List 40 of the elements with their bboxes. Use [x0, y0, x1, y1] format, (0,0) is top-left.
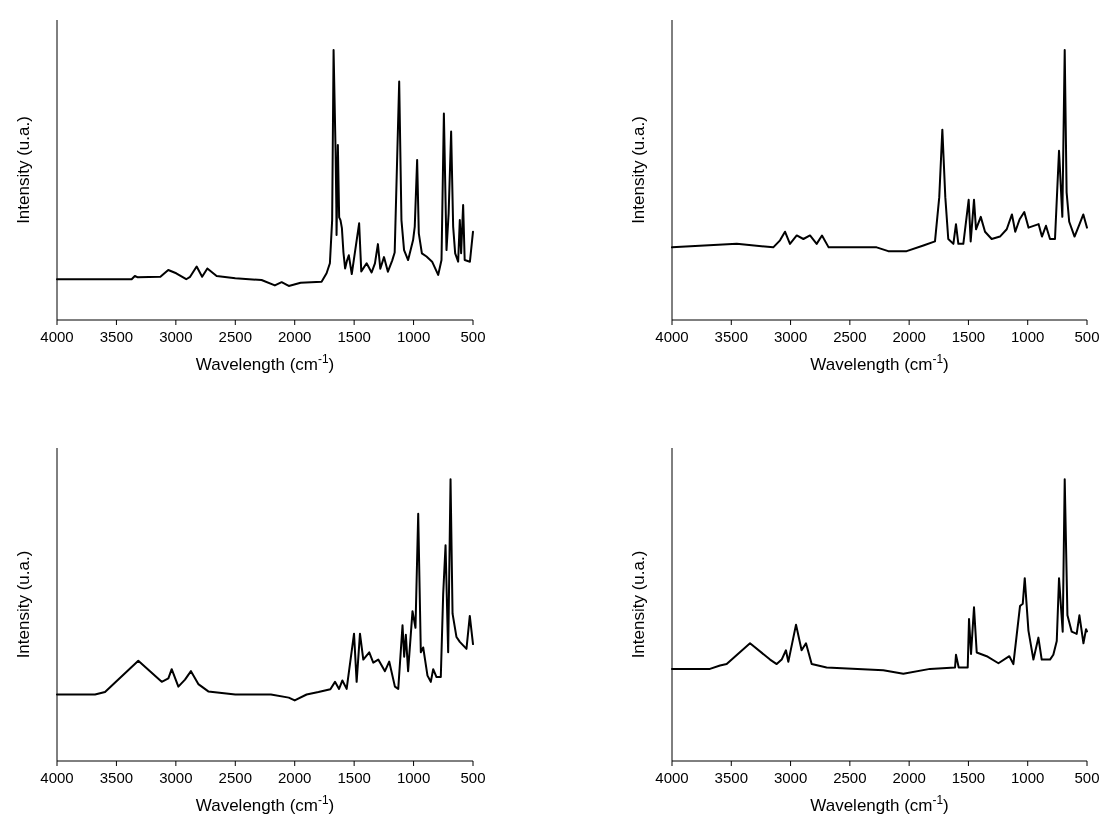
- x-tick-label: 3500: [99, 328, 134, 345]
- x-tick-label: 1500: [951, 328, 986, 345]
- x-axis-title: Wavelength (cm$^{-1}$): [810, 352, 949, 374]
- y-axis-title: Intensity (u.a.): [14, 116, 33, 224]
- x-tick-label: 1000: [396, 769, 431, 786]
- x-tick-label: 2000: [278, 328, 312, 345]
- x-tick-label: 1500: [951, 769, 986, 786]
- y-axis-title: Intensity (u.a.): [629, 116, 648, 224]
- x-tick-label: 3000: [773, 769, 808, 786]
- x-tick-label: 2500: [218, 769, 252, 786]
- x-tick-label: 1000: [1011, 769, 1045, 786]
- x-tick-label: 2000: [278, 769, 312, 786]
- x-tick-label: 500: [1074, 769, 1100, 786]
- x-tick-label: 4000: [40, 769, 74, 786]
- x-tick-label: 3000: [159, 328, 193, 345]
- x-tick-label: 500: [1074, 328, 1100, 345]
- x-axis-title: Wavelength (cm$^{-1}$): [195, 793, 335, 815]
- x-tick-label: 2000: [892, 769, 926, 786]
- y-axis-title: Intensity (u.a.): [629, 550, 648, 659]
- x-tick-label: 3500: [714, 769, 748, 786]
- x-tick-label: 1500: [337, 769, 371, 786]
- x-tick-label: 4000: [655, 328, 689, 345]
- x-tick-label: 3500: [99, 769, 134, 786]
- x-tick-label: 2500: [833, 328, 867, 345]
- x-tick-label: 4000: [40, 328, 74, 345]
- x-tick-label: 2500: [833, 769, 867, 786]
- x-axis-title: Wavelength (cm$^{-1}$): [195, 352, 335, 374]
- x-tick-label: 500: [460, 769, 486, 786]
- x-axis-title: Wavelength (cm$^{-1}$): [810, 793, 949, 815]
- x-tick-label: 1500: [337, 328, 371, 345]
- x-tick-label: 1000: [396, 328, 431, 345]
- x-tick-label: 4000: [655, 769, 689, 786]
- x-tick-label: 2500: [218, 328, 252, 345]
- x-tick-label: 2000: [892, 328, 926, 345]
- x-tick-label: 1000: [1011, 328, 1045, 345]
- x-tick-label: 3000: [159, 769, 193, 786]
- x-tick-label: 3000: [773, 328, 808, 345]
- x-tick-label: 500: [460, 328, 486, 345]
- x-tick-label: 3500: [714, 328, 748, 345]
- y-axis-title: Intensity (u.a.): [14, 550, 33, 659]
